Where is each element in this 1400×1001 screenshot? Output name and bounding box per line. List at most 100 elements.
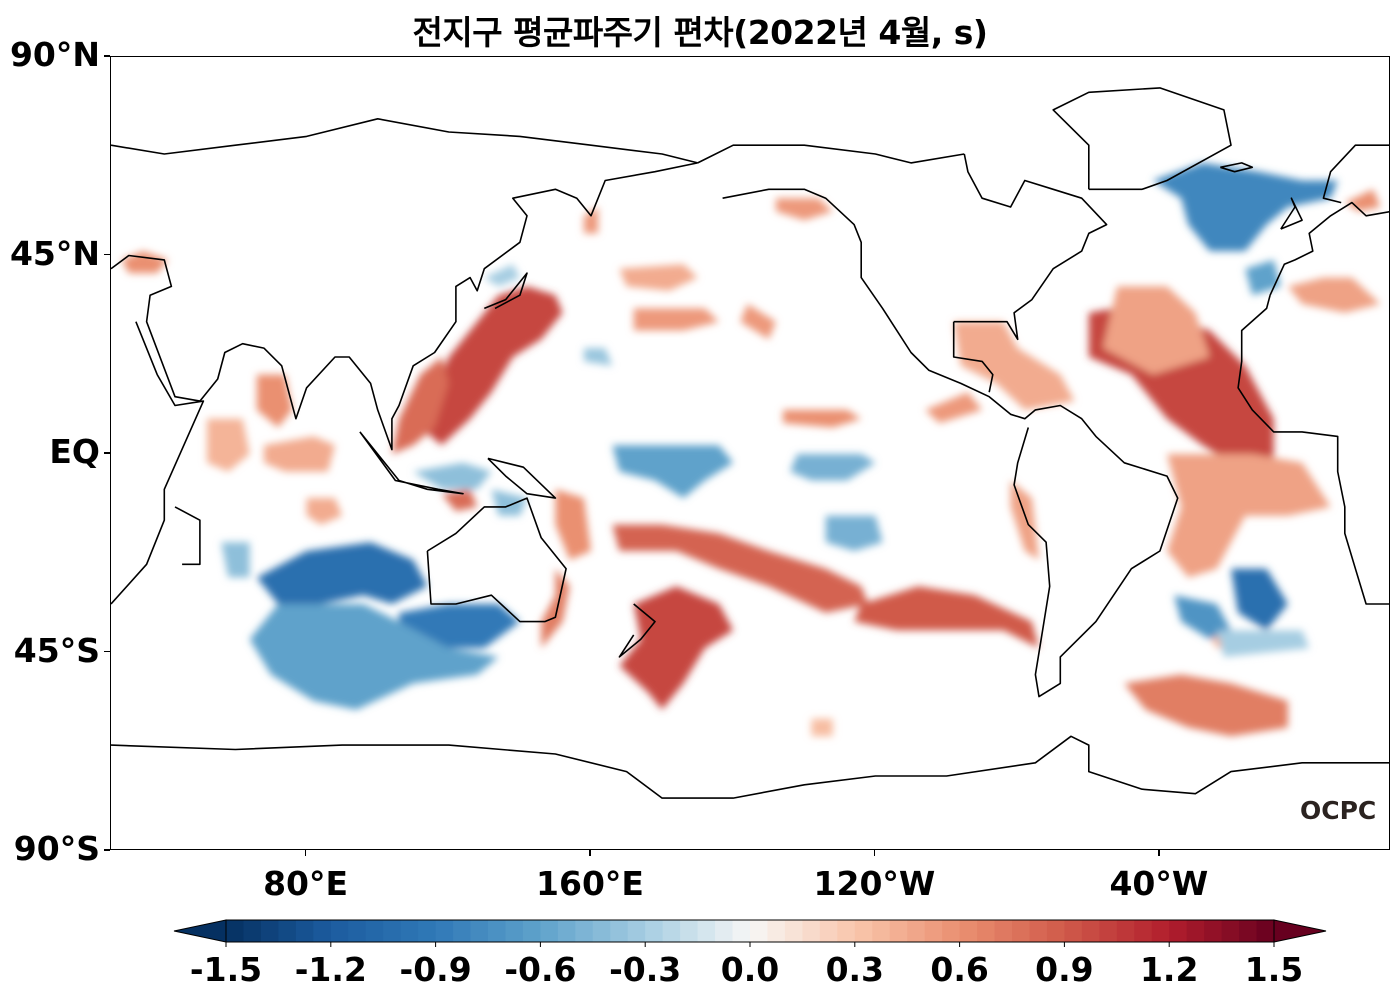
anomaly-region [541,568,570,649]
chart-title: 전지구 평균파주기 편차(2022년 4월, s) [412,13,988,52]
colorbar-tick-label: 0.6 [930,950,989,989]
colorbar-segment [453,920,472,942]
colorbar-tick-label: -0.3 [609,950,682,989]
colorbar-segment [243,920,262,942]
colorbar-tick-label: 0.9 [1035,950,1094,989]
colorbar-segment [295,920,314,942]
colorbar-segment [330,920,349,942]
colorbar-segment [715,920,734,942]
y-tick-label: 90°N [9,35,100,74]
anomaly-field [121,162,1381,737]
y-tick-label: EQ [49,432,100,471]
colorbar-segment [1186,920,1205,942]
anomaly-region [256,542,428,604]
colorbar-segment [662,920,681,942]
x-tick-label: 80°E [263,864,349,903]
colorbar-segment [505,920,524,942]
colorbar-segment [854,920,873,942]
map-canvas [111,87,1389,799]
anomaly-region [583,348,613,366]
coastline [1220,162,1254,173]
anomaly-region [413,462,492,490]
colorbar-tick-label: -1.5 [189,950,263,989]
y-tick [104,650,110,653]
anomaly-region [555,489,591,560]
colorbar-segment [627,920,646,942]
anomaly-region [399,604,520,649]
x-tick [589,850,591,856]
coastline [483,272,528,310]
anomaly-region [633,308,719,331]
anomaly-region [619,264,698,291]
anomaly-region [263,436,335,472]
anomaly-region [740,304,776,340]
anomaly-region [775,198,833,221]
colorbar-segment [819,920,838,942]
coastline [426,497,567,623]
colorbar-segment [1134,920,1153,942]
colorbar-segment [837,920,856,942]
colorbar-segment [784,920,803,942]
coastline [618,603,656,658]
y-tick-label: 45°N [9,233,100,273]
anomaly-region [1287,277,1381,313]
anomaly-region [1167,454,1331,578]
colorbar-segment [226,920,245,942]
colorbar-segment [522,920,541,942]
colorbar-tick-label: 0.0 [720,950,780,989]
anomaly-region [1245,259,1281,296]
colorbar-segment [575,920,594,942]
colorbar-extend-min [173,919,227,943]
coastlines [111,87,1389,799]
colorbar-segment [924,920,943,942]
colorbar-tick-label: 0.3 [825,950,885,989]
coastline [174,506,201,566]
x-tick [873,850,876,856]
colorbar-segment [1169,920,1188,942]
colorbar [173,919,1327,947]
x-tick [304,850,307,856]
colorbar-segment [435,920,454,942]
colorbar-segment [1256,920,1275,942]
coastline [111,117,698,164]
colorbar-segment [697,920,716,942]
coastline [952,321,994,393]
map-panel [110,56,1390,850]
coastline [111,321,205,605]
colorbar-segment [977,920,996,942]
anomaly-region [925,392,983,424]
colorbar-segment [557,920,576,942]
coastline [111,735,1389,799]
colorbar-segment [1046,920,1065,942]
y-tick [104,55,110,57]
anomaly-region [256,374,293,428]
coastline [1052,87,1232,191]
anomaly-region [1152,162,1338,252]
colorbar-segment [750,920,769,942]
colorbar-segment [732,920,751,942]
colorbar-segment [907,920,926,942]
coastline [111,162,698,451]
colorbar-segment [610,920,629,942]
y-tick [104,849,110,851]
x-tick-label: 120°W [813,864,936,903]
colorbar-segment [313,920,332,942]
anomaly-region [121,251,168,274]
x-tick [1158,850,1160,856]
anomaly-region [1124,674,1288,737]
coastline [722,188,1179,698]
anomaly-region [484,264,520,287]
colorbar-tick-label: -0.6 [504,950,577,989]
colorbar-tick-label: -1.2 [294,950,367,989]
colorbar-segment [418,920,437,942]
anomaly-region [612,445,734,499]
colorbar-segment [365,920,384,942]
colorbar-segment [645,920,664,942]
ocpc-logo: OCPC [1300,796,1377,825]
anomaly-region [391,357,449,454]
coastline [1280,197,1303,230]
x-tick-label: 40°W [1109,864,1209,903]
colorbar-segment [260,920,279,942]
y-tick [104,452,110,454]
colorbar-segment [680,920,699,942]
